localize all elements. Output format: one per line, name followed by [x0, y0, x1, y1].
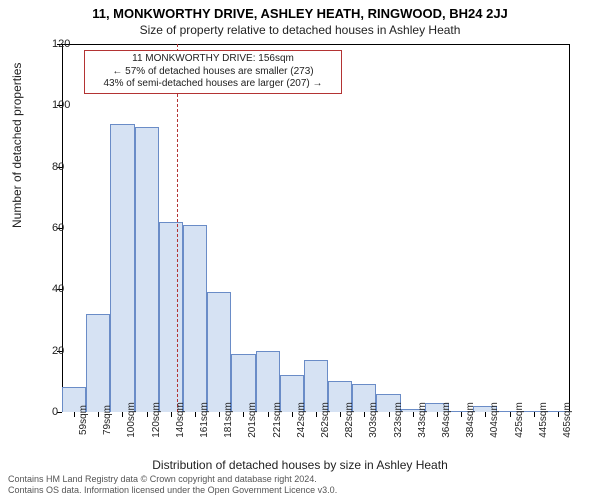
xtick-label: 465sqm — [562, 402, 573, 438]
annotation-line: 11 MONKWORTHY DRIVE: 156sqm — [91, 53, 335, 66]
credit-line: Contains HM Land Registry data © Crown c… — [8, 474, 337, 485]
xtick-mark — [122, 412, 123, 417]
xtick-mark — [413, 412, 414, 417]
xtick-mark — [268, 412, 269, 417]
credit-line: Contains OS data. Information licensed u… — [8, 485, 337, 496]
chart-title-address: 11, MONKWORTHY DRIVE, ASHLEY HEATH, RING… — [0, 0, 600, 21]
xtick-label: 343sqm — [417, 402, 428, 438]
x-axis-label: Distribution of detached houses by size … — [0, 458, 600, 472]
annotation-line: ← 57% of detached houses are smaller (27… — [91, 66, 335, 79]
xtick-label: 181sqm — [223, 402, 234, 438]
xtick-label: 445sqm — [538, 402, 549, 438]
xtick-label: 120sqm — [151, 402, 162, 438]
xtick-label: 59sqm — [78, 405, 89, 435]
xtick-mark — [74, 412, 75, 417]
histogram-bar — [207, 292, 231, 412]
annotation-box: 11 MONKWORTHY DRIVE: 156sqm ← 57% of det… — [84, 50, 342, 94]
xtick-mark — [437, 412, 438, 417]
xtick-label: 384sqm — [465, 402, 476, 438]
histogram-bar — [86, 314, 110, 412]
xtick-mark — [243, 412, 244, 417]
xtick-mark — [558, 412, 559, 417]
xtick-mark — [461, 412, 462, 417]
y-axis-label: Number of detached properties — [10, 63, 24, 228]
xtick-mark — [364, 412, 365, 417]
xtick-mark — [389, 412, 390, 417]
xtick-label: 364sqm — [441, 402, 452, 438]
histogram-bar — [110, 124, 134, 412]
marker-line — [177, 44, 178, 412]
xtick-label: 201sqm — [247, 402, 258, 438]
xtick-label: 262sqm — [320, 402, 331, 438]
xtick-label: 100sqm — [126, 402, 137, 438]
xtick-mark — [510, 412, 511, 417]
xtick-label: 425sqm — [514, 402, 525, 438]
xtick-mark — [485, 412, 486, 417]
chart-subtitle: Size of property relative to detached ho… — [0, 21, 600, 37]
xtick-label: 303sqm — [368, 402, 379, 438]
xtick-mark — [195, 412, 196, 417]
xtick-mark — [98, 412, 99, 417]
xtick-label: 323sqm — [393, 402, 404, 438]
xtick-label: 282sqm — [344, 402, 355, 438]
xtick-label: 140sqm — [175, 402, 186, 438]
xtick-label: 404sqm — [489, 402, 500, 438]
histogram-bar — [183, 225, 207, 412]
xtick-mark — [219, 412, 220, 417]
xtick-label: 79sqm — [102, 405, 113, 435]
xtick-mark — [316, 412, 317, 417]
xtick-label: 161sqm — [199, 402, 210, 438]
histogram-bar — [159, 222, 183, 412]
xtick-mark — [171, 412, 172, 417]
plot-area: 020406080100120 59sqm79sqm100sqm120sqm14… — [62, 44, 570, 412]
xtick-mark — [147, 412, 148, 417]
xtick-label: 221sqm — [272, 402, 283, 438]
xtick-mark — [340, 412, 341, 417]
xtick-mark — [534, 412, 535, 417]
credit-text: Contains HM Land Registry data © Crown c… — [8, 474, 337, 496]
annotation-line: 43% of semi-detached houses are larger (… — [91, 78, 335, 91]
histogram-bar — [135, 127, 159, 412]
xtick-label: 242sqm — [296, 402, 307, 438]
xtick-mark — [292, 412, 293, 417]
